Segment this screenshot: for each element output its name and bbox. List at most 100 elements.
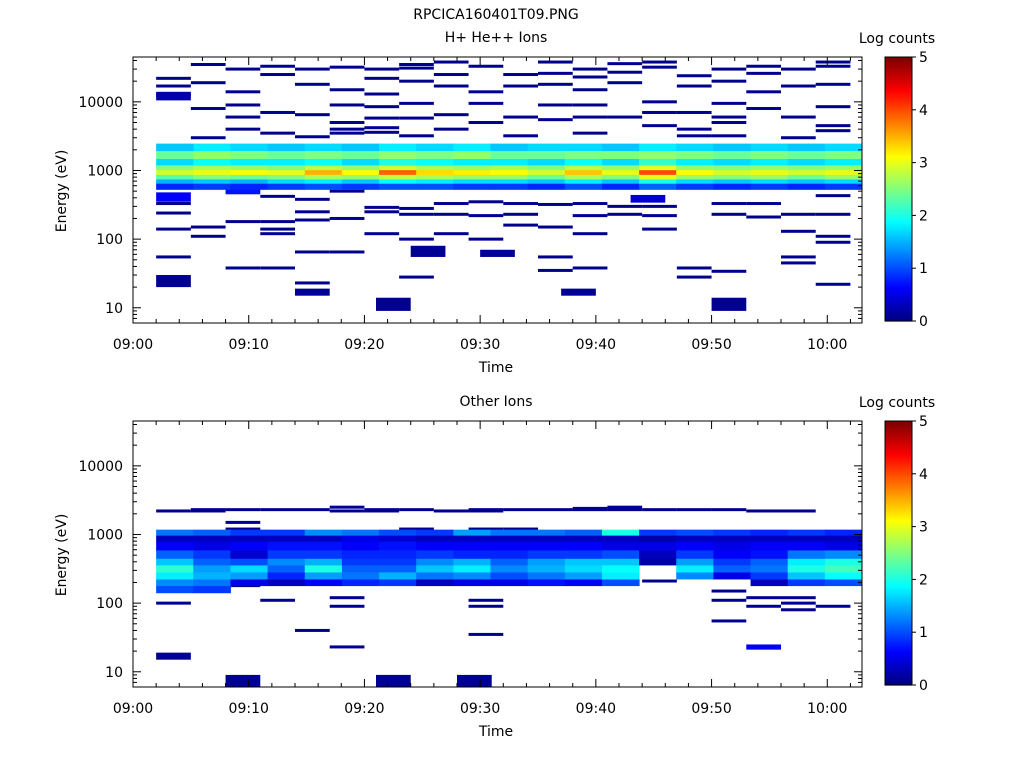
count-cell (601, 179, 640, 184)
count-cell (156, 579, 194, 587)
count-cell (639, 150, 677, 159)
count-cell (230, 550, 269, 559)
count-cell (399, 508, 434, 512)
count-cell (379, 558, 417, 566)
count-cell (416, 535, 454, 542)
chart-title: H+ He++ Ions (445, 30, 548, 46)
count-cell (824, 169, 862, 175)
count-cell (561, 288, 596, 296)
count-cell (750, 572, 789, 580)
count-cell (193, 143, 231, 152)
count-cell (676, 508, 712, 512)
count-cell (711, 619, 747, 623)
count-cell (480, 249, 515, 257)
count-cell (341, 183, 380, 190)
count-cell (527, 541, 566, 551)
count-cell (607, 505, 643, 509)
count-cell (490, 183, 529, 190)
count-cell (601, 529, 640, 536)
count-cell (193, 174, 231, 180)
count-cell (787, 529, 826, 536)
x-tick-label: 09:30 (460, 701, 500, 717)
count-cell (607, 115, 643, 119)
count-cell (468, 214, 504, 218)
count-cell (304, 565, 343, 573)
count-cell (642, 227, 677, 231)
count-cell (225, 127, 261, 131)
count-cell (156, 211, 191, 215)
count-cell (787, 550, 826, 559)
count-cell (304, 558, 343, 566)
count-cell (416, 550, 454, 559)
y-tick-label: 10 (105, 301, 123, 317)
count-cell (750, 558, 789, 566)
count-cell (676, 150, 714, 159)
count-cell (468, 509, 504, 513)
count-cell (642, 579, 677, 583)
count-cell (230, 165, 269, 171)
count-cell (341, 165, 380, 171)
count-cell (787, 158, 826, 166)
count-cell (824, 535, 862, 542)
count-cell (781, 84, 816, 88)
count-cell (711, 202, 747, 206)
count-cell (824, 579, 862, 587)
count-cell (453, 179, 491, 184)
count-cell (416, 143, 454, 152)
count-cell (453, 529, 491, 536)
count-cell (156, 179, 194, 184)
count-cell (490, 579, 529, 587)
count-cell (787, 572, 826, 580)
x-axis-label: Time (478, 360, 513, 376)
count-cell (824, 179, 862, 184)
count-cell (230, 572, 269, 580)
count-cell (538, 118, 573, 122)
count-cell (399, 237, 434, 241)
count-cell (824, 529, 862, 536)
count-cell (399, 101, 434, 105)
count-cell (676, 541, 714, 551)
count-cell (746, 90, 781, 94)
count-cell (572, 115, 608, 119)
x-tick-label: 09:50 (691, 337, 731, 353)
count-cell (399, 79, 434, 83)
count-cell (781, 608, 816, 612)
count-cell (225, 220, 261, 224)
count-cell (642, 65, 677, 69)
count-cell (676, 74, 712, 78)
count-cell (750, 565, 789, 573)
count-cell (713, 165, 752, 171)
x-tick-label: 09:20 (344, 337, 384, 353)
count-cell (750, 579, 789, 587)
count-cell (527, 558, 566, 566)
count-cell (527, 183, 566, 190)
count-cell (468, 101, 504, 105)
count-cell (713, 179, 752, 184)
count-cell (341, 558, 380, 566)
count-cell (453, 158, 491, 166)
count-cell (329, 121, 365, 125)
count-cell (260, 508, 295, 512)
colorbar-tick-label: 3 (919, 156, 928, 172)
x-tick-label: 09:50 (691, 701, 731, 717)
count-cell (564, 165, 603, 171)
count-cell (711, 67, 747, 71)
count-cell (746, 71, 781, 75)
count-cell (527, 174, 566, 180)
count-cell (824, 143, 862, 152)
count-cell (379, 572, 417, 580)
count-cell (639, 535, 677, 542)
count-cell (295, 135, 330, 139)
count-cell (329, 131, 365, 135)
count-cell (781, 67, 816, 71)
count-cell (564, 541, 603, 551)
count-cell (503, 223, 538, 227)
count-cell (156, 158, 194, 166)
count-cell (260, 220, 295, 224)
count-cell (676, 169, 714, 175)
count-cell (260, 598, 295, 602)
count-cell (416, 529, 454, 536)
count-cell (364, 67, 400, 71)
count-cell (156, 550, 194, 559)
